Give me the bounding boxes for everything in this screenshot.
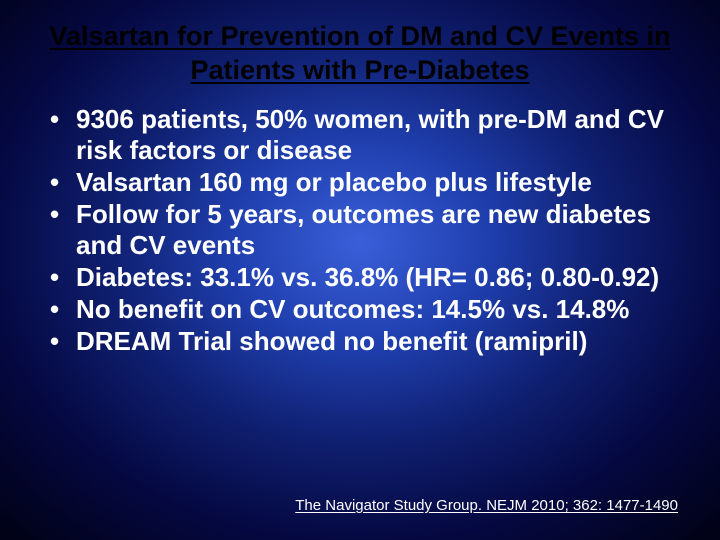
list-item: DREAM Trial showed no benefit (ramipril) xyxy=(50,326,682,358)
list-item: Valsartan 160 mg or placebo plus lifesty… xyxy=(50,167,682,199)
list-item: No benefit on CV outcomes: 14.5% vs. 14.… xyxy=(50,294,682,326)
list-item: Diabetes: 33.1% vs. 36.8% (HR= 0.86; 0.8… xyxy=(50,262,682,294)
list-item: 9306 patients, 50% women, with pre-DM an… xyxy=(50,104,682,167)
slide-container: Valsartan for Prevention of DM and CV Ev… xyxy=(0,0,720,540)
list-item: Follow for 5 years, outcomes are new dia… xyxy=(50,199,682,262)
citation-text: The Navigator Study Group. NEJM 2010; 36… xyxy=(295,497,678,514)
bullet-list: 9306 patients, 50% women, with pre-DM an… xyxy=(38,104,682,358)
slide-title: Valsartan for Prevention of DM and CV Ev… xyxy=(38,20,682,88)
